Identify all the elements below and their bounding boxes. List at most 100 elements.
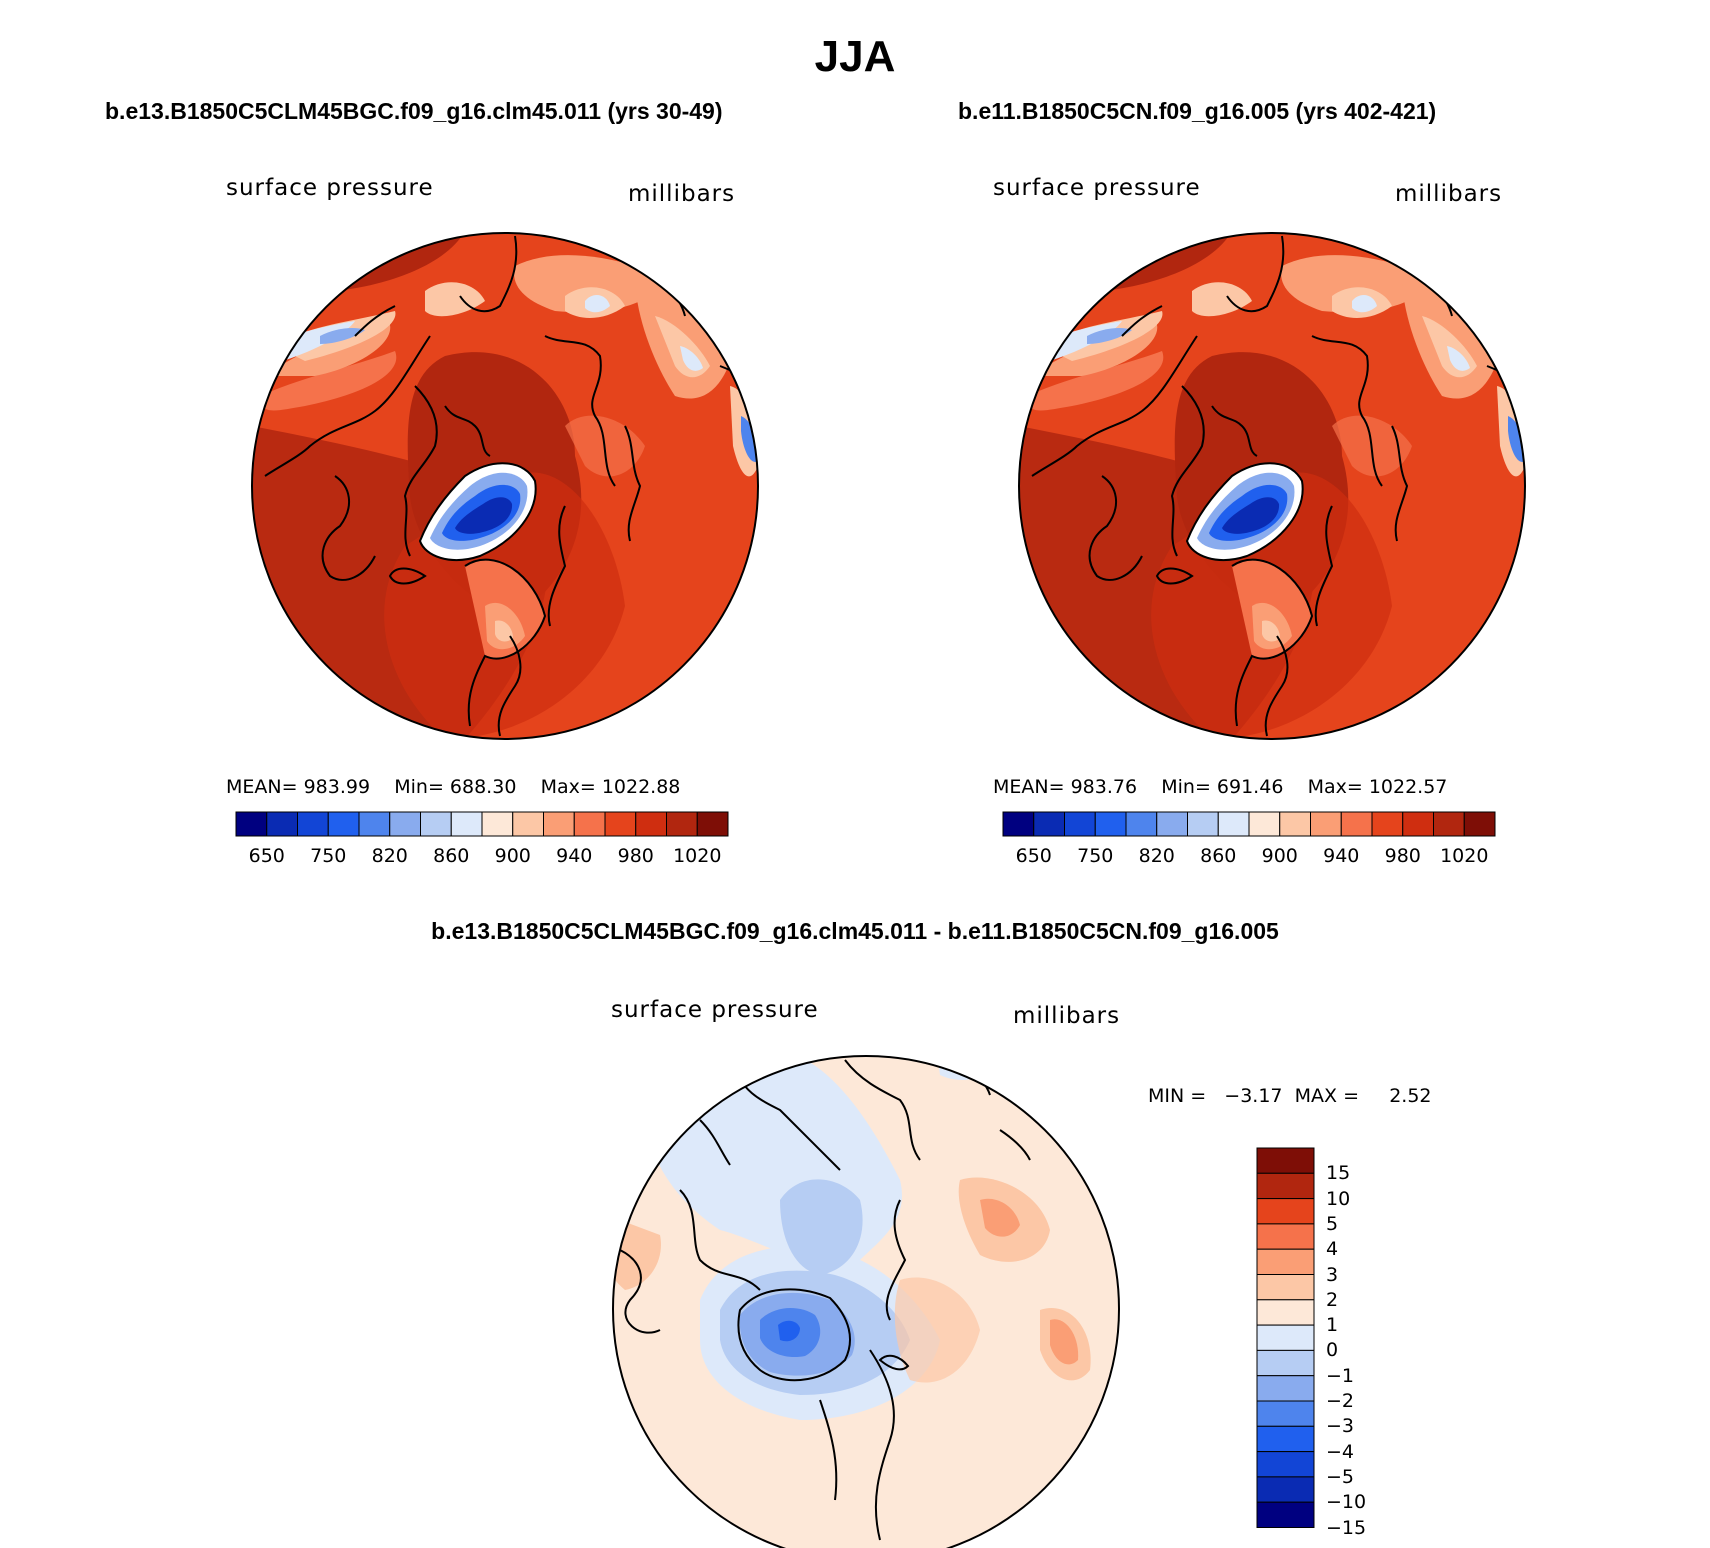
colorbar-tick-label: 10 (1326, 1187, 1351, 1210)
diff-min-value: −3.17 (1224, 1085, 1283, 1107)
colorbar-box (358, 811, 391, 837)
colorbar-box (420, 811, 452, 837)
colorbar-box (1256, 1172, 1315, 1200)
panel-2-min-label: Min= (1161, 776, 1211, 798)
colorbar-tick-label: 900 (1261, 845, 1298, 867)
panel-1-mean-value: 983.99 (303, 776, 371, 798)
panel-1-units-label: millibars (628, 181, 736, 207)
colorbar-box (1279, 811, 1311, 837)
colorbar-box (1256, 1501, 1315, 1528)
colorbar-box (297, 811, 329, 837)
colorbar-tick-label: −1 (1326, 1364, 1355, 1387)
colorbar-box (696, 811, 729, 837)
colorbar-box (1256, 1274, 1315, 1301)
diff-units-label: millibars (1013, 1003, 1121, 1029)
colorbar-tick-label: 940 (556, 845, 593, 867)
colorbar-tick-label: −15 (1326, 1516, 1367, 1539)
colorbar-tick-label: 2 (1326, 1288, 1339, 1311)
colorbar-box (604, 811, 637, 837)
colorbar-box (666, 811, 698, 837)
colorbar-tick-label: −4 (1326, 1440, 1355, 1463)
colorbar-box (1217, 811, 1250, 837)
colorbar-box (1256, 1198, 1315, 1225)
panel-1-colorbar (235, 811, 729, 837)
colorbar-tick-label: 0 (1326, 1339, 1339, 1362)
colorbar-box (543, 811, 575, 837)
colorbar-box (1125, 811, 1158, 837)
colorbar-tick-label: 1020 (673, 845, 722, 867)
colorbar-tick-label: 980 (617, 845, 654, 867)
panel-1-variable-label: surface pressure (226, 175, 434, 201)
colorbar-box (1256, 1248, 1315, 1275)
panel-2-variable-label: surface pressure (993, 175, 1201, 201)
colorbar-box (1248, 811, 1281, 837)
diff-colorbar (1256, 1147, 1315, 1528)
colorbar-tick-label: 900 (494, 845, 531, 867)
colorbar-box (1256, 1375, 1315, 1402)
colorbar-tick-label: 940 (1323, 845, 1360, 867)
colorbar-tick-label: 3 (1326, 1263, 1339, 1286)
colorbar-box (1033, 811, 1065, 837)
colorbar-tick-label: 860 (1200, 845, 1237, 867)
colorbar-box (1187, 811, 1219, 837)
colorbar-tick-label: −10 (1326, 1491, 1367, 1514)
colorbar-tick-label: 820 (1138, 845, 1175, 867)
colorbar-tick-label: 750 (310, 845, 347, 867)
colorbar-box (635, 811, 667, 837)
colorbar-box (1310, 811, 1342, 837)
panel-2-map-border (1018, 232, 1526, 740)
colorbar-box (573, 811, 606, 837)
colorbar-box (1256, 1400, 1315, 1427)
colorbar-tick-label: 820 (371, 845, 408, 867)
figure-title: JJA (814, 32, 896, 81)
panel-2-max-value: 1022.57 (1368, 776, 1448, 798)
colorbar-box (1256, 1425, 1315, 1453)
panel-2-stats: MEAN= 983.76 Min= 691.46 Max= 1022.57 (993, 776, 1447, 798)
colorbar-tick-label: 5 (1326, 1212, 1339, 1235)
panel-1-mean-label: MEAN= (226, 776, 298, 798)
colorbar-tick-label: 860 (433, 845, 470, 867)
diff-map (613, 1056, 1119, 1548)
colorbar-box (1256, 1223, 1315, 1250)
colorbar-tick-label: 650 (248, 845, 285, 867)
colorbar-box (512, 811, 544, 837)
diff-minmax: MIN = −3.17 MAX = 2.52 (1148, 1085, 1432, 1107)
diff-max-value: 2.52 (1389, 1085, 1432, 1107)
panel-1-min-label: Min= (394, 776, 444, 798)
panel-2-colorbar (1002, 811, 1496, 837)
panel-2-case-title: b.e11.B1850C5CN.f09_g16.005 (yrs 402-421… (958, 98, 1437, 124)
colorbar-box (481, 811, 514, 837)
colorbar-box (1256, 1451, 1315, 1478)
diff-title: b.e13.B1850C5CLM45BGC.f09_g16.clm45.011 … (431, 918, 1279, 944)
colorbar-tick-label: −3 (1326, 1415, 1355, 1438)
colorbar-box (1256, 1349, 1315, 1377)
diff-variable-label: surface pressure (611, 997, 819, 1023)
panel-2-mean-label: MEAN= (993, 776, 1065, 798)
panel-2-mean-value: 983.76 (1070, 776, 1138, 798)
colorbar-tick-label: 15 (1326, 1162, 1351, 1185)
colorbar-box (266, 811, 298, 837)
colorbar-tick-label: 1 (1326, 1314, 1339, 1337)
colorbar-box (1340, 811, 1373, 837)
colorbar-box (235, 811, 268, 837)
panel-2-units-label: millibars (1395, 181, 1503, 207)
colorbar-box (1256, 1147, 1315, 1174)
panel-2-max-label: Max= (1307, 776, 1363, 798)
colorbar-box (1256, 1324, 1315, 1351)
diff-max-label: MAX = (1294, 1085, 1359, 1107)
panel-1-case-title: b.e13.B1850C5CLM45BGC.f09_g16.clm45.011 … (105, 98, 723, 124)
colorbar-box (1433, 811, 1465, 837)
panel-1-map-border (251, 232, 759, 740)
colorbar-box (1256, 1299, 1315, 1326)
colorbar-box (1402, 811, 1434, 837)
colorbar-tick-label: 650 (1015, 845, 1052, 867)
panel-2-map (1019, 233, 1525, 739)
colorbar-tick-label: 1020 (1440, 845, 1489, 867)
colorbar-tick-label: 750 (1077, 845, 1114, 867)
colorbar-box (1463, 811, 1496, 837)
colorbar-box (1256, 1476, 1315, 1503)
colorbar-box (389, 811, 421, 837)
colorbar-box (450, 811, 483, 837)
diff-min-label: MIN = (1148, 1085, 1207, 1107)
